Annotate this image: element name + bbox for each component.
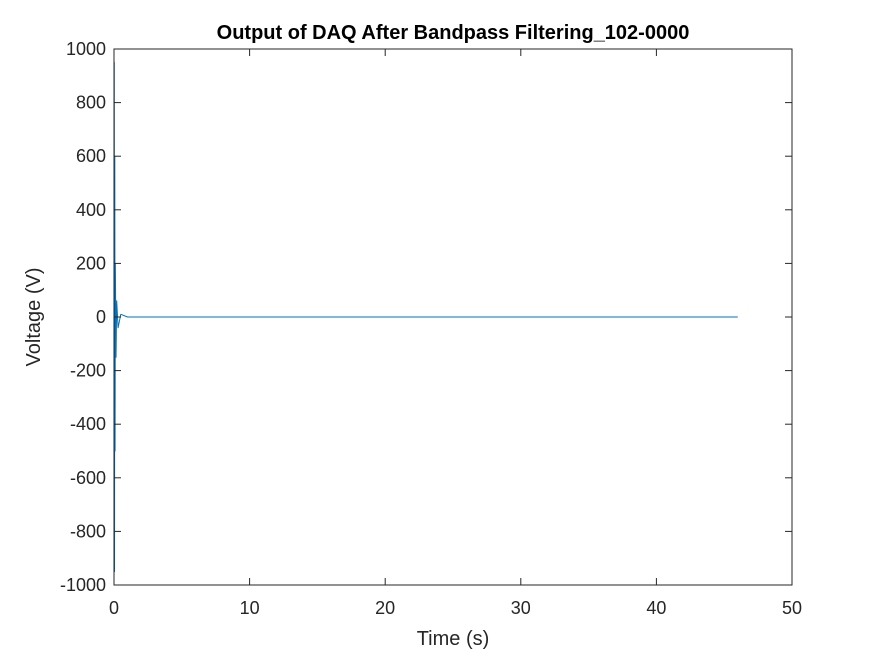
- y-tick-label: -1000: [60, 575, 106, 595]
- y-tick-label: 600: [76, 146, 106, 166]
- y-tick-label: -400: [70, 414, 106, 434]
- x-tick-label: 10: [240, 598, 260, 618]
- series-layer: [113, 61, 738, 573]
- y-tick-label: -600: [70, 468, 106, 488]
- series-line: [113, 61, 738, 573]
- y-tick-label: 200: [76, 253, 106, 273]
- y-tick-label: -800: [70, 521, 106, 541]
- y-tick-label: 1000: [66, 39, 106, 59]
- y-axis-label: Voltage (V): [23, 268, 45, 367]
- x-axis: 0 10 20 30 40 50: [109, 49, 802, 618]
- x-tick-label: 40: [646, 598, 666, 618]
- x-tick-label: 50: [782, 598, 802, 618]
- x-tick-label: 30: [511, 598, 531, 618]
- x-axis-label: Time (s): [417, 628, 490, 650]
- x-tick-label: 0: [109, 598, 119, 618]
- y-tick-label: 800: [76, 93, 106, 113]
- y-tick-label: 400: [76, 200, 106, 220]
- x-tick-label: 20: [375, 598, 395, 618]
- chart-title: Output of DAQ After Bandpass Filtering_1…: [217, 22, 690, 44]
- y-tick-label: 0: [96, 307, 106, 327]
- y-tick-label: -200: [70, 361, 106, 381]
- y-axis: -1000 -800 -600 -400 -200 0 200 400 600 800 1000: [60, 39, 792, 595]
